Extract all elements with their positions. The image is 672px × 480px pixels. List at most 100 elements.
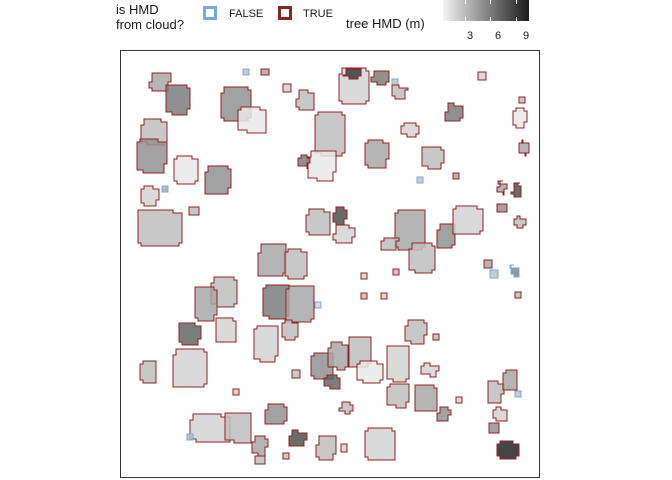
tree-crown-polygon (432, 333, 440, 341)
tree-crown-polygon (172, 348, 208, 388)
tree-crown-polygon (502, 369, 518, 391)
tree-crown-polygon (452, 172, 460, 180)
tree-crown-polygon (421, 146, 445, 170)
tree-crown-polygon (194, 286, 218, 322)
tree-crown-polygon (285, 285, 315, 323)
tree-crown-polygon (518, 96, 526, 104)
tree-crown-polygon (136, 138, 168, 174)
tree-crown-polygon (386, 383, 410, 409)
tree-crown-polygon (297, 154, 311, 169)
colorbar-tick-mark (464, 0, 466, 4)
tree-crown-polygon (342, 68, 362, 80)
tree-crown-polygon (288, 429, 308, 447)
tree-crown-polygon (327, 341, 349, 371)
tree-crown-polygon (391, 84, 409, 100)
tree-crown-polygon (338, 67, 370, 105)
tree-crown-polygon (392, 268, 400, 276)
tree-crown-polygon (137, 209, 183, 247)
tree-crown-polygon (186, 433, 194, 441)
tree-crown-polygon (251, 435, 269, 457)
tree-crown-polygon (483, 259, 493, 269)
tree-crown-polygon (380, 237, 400, 251)
colorbar-tick-label: 3 (466, 30, 474, 42)
tree-crown-polygon (492, 406, 508, 422)
colorbar-tick-label: 9 (522, 30, 530, 42)
tree-crown-polygon (264, 403, 288, 425)
colorbar-tick-mark (490, 17, 492, 21)
tree-crown-polygon (455, 396, 463, 404)
map-panel (120, 50, 540, 478)
tree-crown-polygon (414, 384, 438, 412)
tree-crown-polygon (400, 122, 420, 138)
tree-crown-polygon (364, 427, 396, 461)
tree-crown-polygon (282, 452, 290, 460)
tree-crown-polygon (408, 242, 436, 274)
tree-crown-polygon (340, 443, 348, 453)
tree-crown-polygon (178, 322, 202, 346)
tree-crown-polygon (514, 291, 522, 299)
tree-crown-polygon (510, 182, 522, 198)
tree-crown-polygon (514, 390, 522, 398)
tree-crown-polygon (509, 264, 520, 278)
tree-crown-polygon (380, 292, 388, 300)
tree-crown-polygon (332, 224, 356, 244)
tree-crown-polygon (257, 243, 287, 277)
tree-crown-polygon (488, 422, 500, 434)
legend-key-true (278, 6, 292, 20)
tree-crown-polygon (420, 362, 440, 378)
tree-crown-polygon (452, 205, 484, 235)
tree-crown-polygon (360, 292, 368, 300)
colorbar-tick-mark (464, 17, 466, 21)
tree-crown-polygon (282, 83, 292, 93)
tree-crown-polygon (436, 406, 452, 422)
legend-key-false (203, 6, 217, 20)
tree-crown-polygon (254, 455, 266, 465)
tree-crown-polygon (436, 223, 456, 249)
tree-crown-polygon (360, 272, 368, 280)
tree-crown-polygon (314, 111, 346, 157)
tree-crown-polygon (215, 317, 237, 343)
fill-legend-title: tree HMD (m) (346, 16, 425, 31)
tree-crown-polygon (139, 360, 157, 384)
tree-crown-polygon (513, 215, 527, 229)
tree-crown-polygon (323, 374, 341, 390)
color-legend-title: is HMD from cloud? (116, 2, 206, 32)
tree-crown-polygon (512, 107, 528, 129)
tree-crown-polygon (315, 435, 337, 461)
tree-crown-polygon (496, 203, 508, 213)
tree-crown-polygon (416, 176, 424, 184)
tree-crown-polygon (281, 319, 299, 341)
tree-crown-polygon (242, 68, 250, 76)
tree-crown-polygon (364, 139, 390, 169)
tree-crown-polygon (496, 440, 520, 460)
color-legend-title-line2: from cloud? (116, 17, 184, 32)
color-legend-title-line1: is HMD (116, 2, 159, 17)
tree-crown-polygon (391, 78, 399, 86)
tree-crown-polygon (237, 106, 267, 134)
legend-label-false: FALSE (229, 8, 264, 20)
tree-crown-polygon (404, 319, 428, 345)
tree-crown-polygon (487, 380, 505, 404)
tree-crown-polygon (140, 185, 160, 207)
tree-crown-polygon (370, 70, 390, 86)
tree-crown-polygon (489, 269, 499, 279)
tree-crown-polygon (165, 84, 191, 116)
tree-crown-polygon (260, 68, 270, 76)
tree-crown-polygon (262, 284, 290, 320)
tree-crown-polygon (232, 388, 240, 396)
tree-crown-polygon (291, 369, 301, 379)
tree-crown-polygon (338, 401, 354, 415)
tree-crown-polygon (386, 345, 410, 383)
tree-crown-polygon (314, 301, 322, 309)
fill-colorbar (443, 0, 529, 21)
tree-crown-polygon (518, 139, 530, 157)
tree-crown-polygon (161, 185, 169, 193)
tree-crown-polygon (305, 208, 331, 236)
tree-crown-polygon (295, 89, 315, 111)
tree-crown-polygon (224, 412, 252, 444)
tree-crown-polygon (444, 102, 464, 122)
tree-crown-polygon (173, 155, 199, 185)
tree-crown-polygon (284, 248, 308, 280)
tree-crown-polygon (204, 165, 232, 195)
tree-crown-polygon (188, 206, 200, 216)
